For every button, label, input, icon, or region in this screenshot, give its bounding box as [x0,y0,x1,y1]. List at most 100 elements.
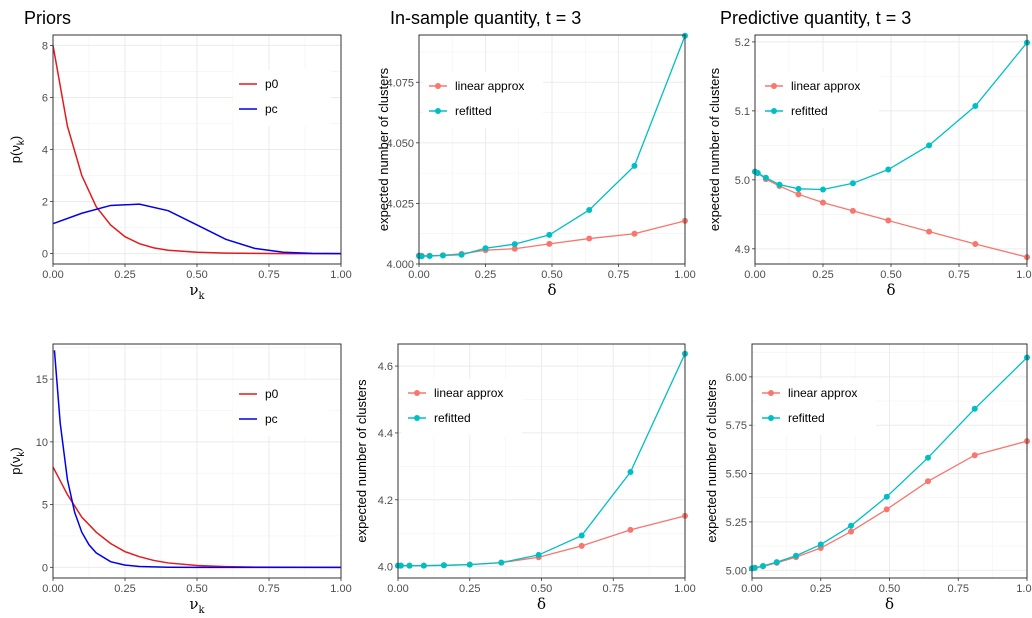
x-tick-label: 0.75 [603,583,624,595]
panel-predictive-bottom: 0.00 0.25 0.50 0.75 1.00 5.00 5.25 5.50 5.75 6.00… [704,343,1032,613]
data-point [773,559,780,566]
y-tick-label: 5.1 [735,106,750,118]
x-axis-label: δ [547,281,556,299]
data-point [885,166,892,173]
legend-box [233,380,331,436]
data-point [820,186,826,193]
panel-border [418,34,686,265]
x-axis-label-main: ν [189,595,198,613]
y-tick-label: 4.050 [386,138,414,150]
data-point [971,452,978,459]
data-point [578,532,585,539]
x-tick-label: 0.25 [475,269,496,281]
panel-border [52,34,342,265]
y-axis-label-main: p(ν [8,457,23,475]
y-tick-label: 4.2 [378,495,393,507]
x-tick-label: 1.00 [1016,269,1032,281]
legend-box [233,70,331,126]
x-axis-label: δ [537,595,546,613]
data-point [926,228,933,235]
data-point [820,199,826,206]
x-tick-label: 0.75 [948,269,969,281]
x-tick-label: 1.00 [1016,583,1032,595]
data-point [848,522,854,529]
y-tick-label: 5.0 [735,175,750,187]
x-axis-label: νk [189,595,205,616]
x-axis-label-main: δ [885,595,894,613]
legend-label: refitted [791,104,828,118]
data-point [498,559,505,566]
x-tick-label: 1.00 [330,583,351,595]
y-tick-label: 5.00 [726,565,747,577]
x-tick-label: 0.00 [42,269,63,281]
data-point [466,561,473,568]
data-point [795,185,802,192]
y-axis-label-subscript: k [16,451,27,457]
series-line-p0 [52,45,341,255]
legend-key-point [768,415,774,421]
legend-label: refitted [455,104,492,118]
panel-predictive-top: 0.00 0.25 0.50 0.75 1.00 4.9 5.0 5.1 5.2 linear a… [707,34,1032,299]
series-line-pc [52,203,342,255]
data-point [971,405,978,412]
data-point [458,251,465,258]
y-tick-label: 2 [42,197,48,209]
legend-key-point [768,390,774,396]
y-tick-label: 6.00 [726,372,747,384]
data-point [440,562,447,569]
data-point [776,181,783,188]
x-tick-label: 1.00 [674,269,695,281]
x-axis-label: δ [886,281,895,299]
x-tick-label: 0.50 [186,583,207,595]
title-predictive: Predictive quantity, t = 3 [720,8,911,28]
title-in-sample: In-sample quantity, t = 3 [390,8,581,28]
title-priors: Priors [24,8,71,28]
y-axis-label-subscript: k [16,139,27,145]
x-tick-label: 0.75 [948,583,969,595]
legend-box [402,379,522,435]
panel-in-sample-bottom: 0.00 0.25 0.50 0.75 1.00 4.0 4.2 4.4 4.6 linear a… [354,343,696,613]
data-point [972,240,979,247]
y-axis-label-close: ) [8,136,23,140]
data-point [406,562,413,569]
x-tick-label: 0.00 [744,269,765,281]
y-tick-label: 5.25 [726,517,747,529]
y-tick-label: 4 [42,145,48,157]
panel-border [52,343,342,579]
legend-key-point [414,415,420,421]
data-point [420,562,427,569]
legend-label: p0 [265,77,279,91]
data-point [631,230,638,237]
data-point [418,253,425,260]
y-tick-label: 4.0 [378,562,393,574]
series-line-p0 [52,466,342,569]
y-tick-label: 5.2 [735,37,750,49]
y-axis-label: expected number of clusters [704,379,719,543]
y-axis-label: expected number of clusters [354,379,369,543]
panel-border [751,343,1028,579]
x-tick-label: 0.25 [114,583,135,595]
legend-label: linear approx [455,79,524,93]
y-tick-label: 8 [42,40,48,52]
data-point [631,162,638,169]
series-line-pc [53,350,341,569]
x-tick-label: 0.50 [531,583,552,595]
data-point [439,252,446,259]
data-point [482,245,489,252]
data-point [586,206,593,213]
x-tick-label: 0.25 [810,583,831,595]
legend-box [423,72,543,128]
data-point [925,454,931,461]
x-axis-label-main: δ [886,281,895,299]
legend-label: refitted [788,411,825,425]
legend-box [756,379,876,435]
panel-border [754,34,1028,265]
legend-key-point [414,390,420,396]
x-tick-label: 0.50 [880,269,901,281]
data-point [926,142,933,149]
y-tick-label: 5.50 [726,469,747,481]
y-tick-label: 5 [42,500,48,512]
data-point [578,542,585,549]
